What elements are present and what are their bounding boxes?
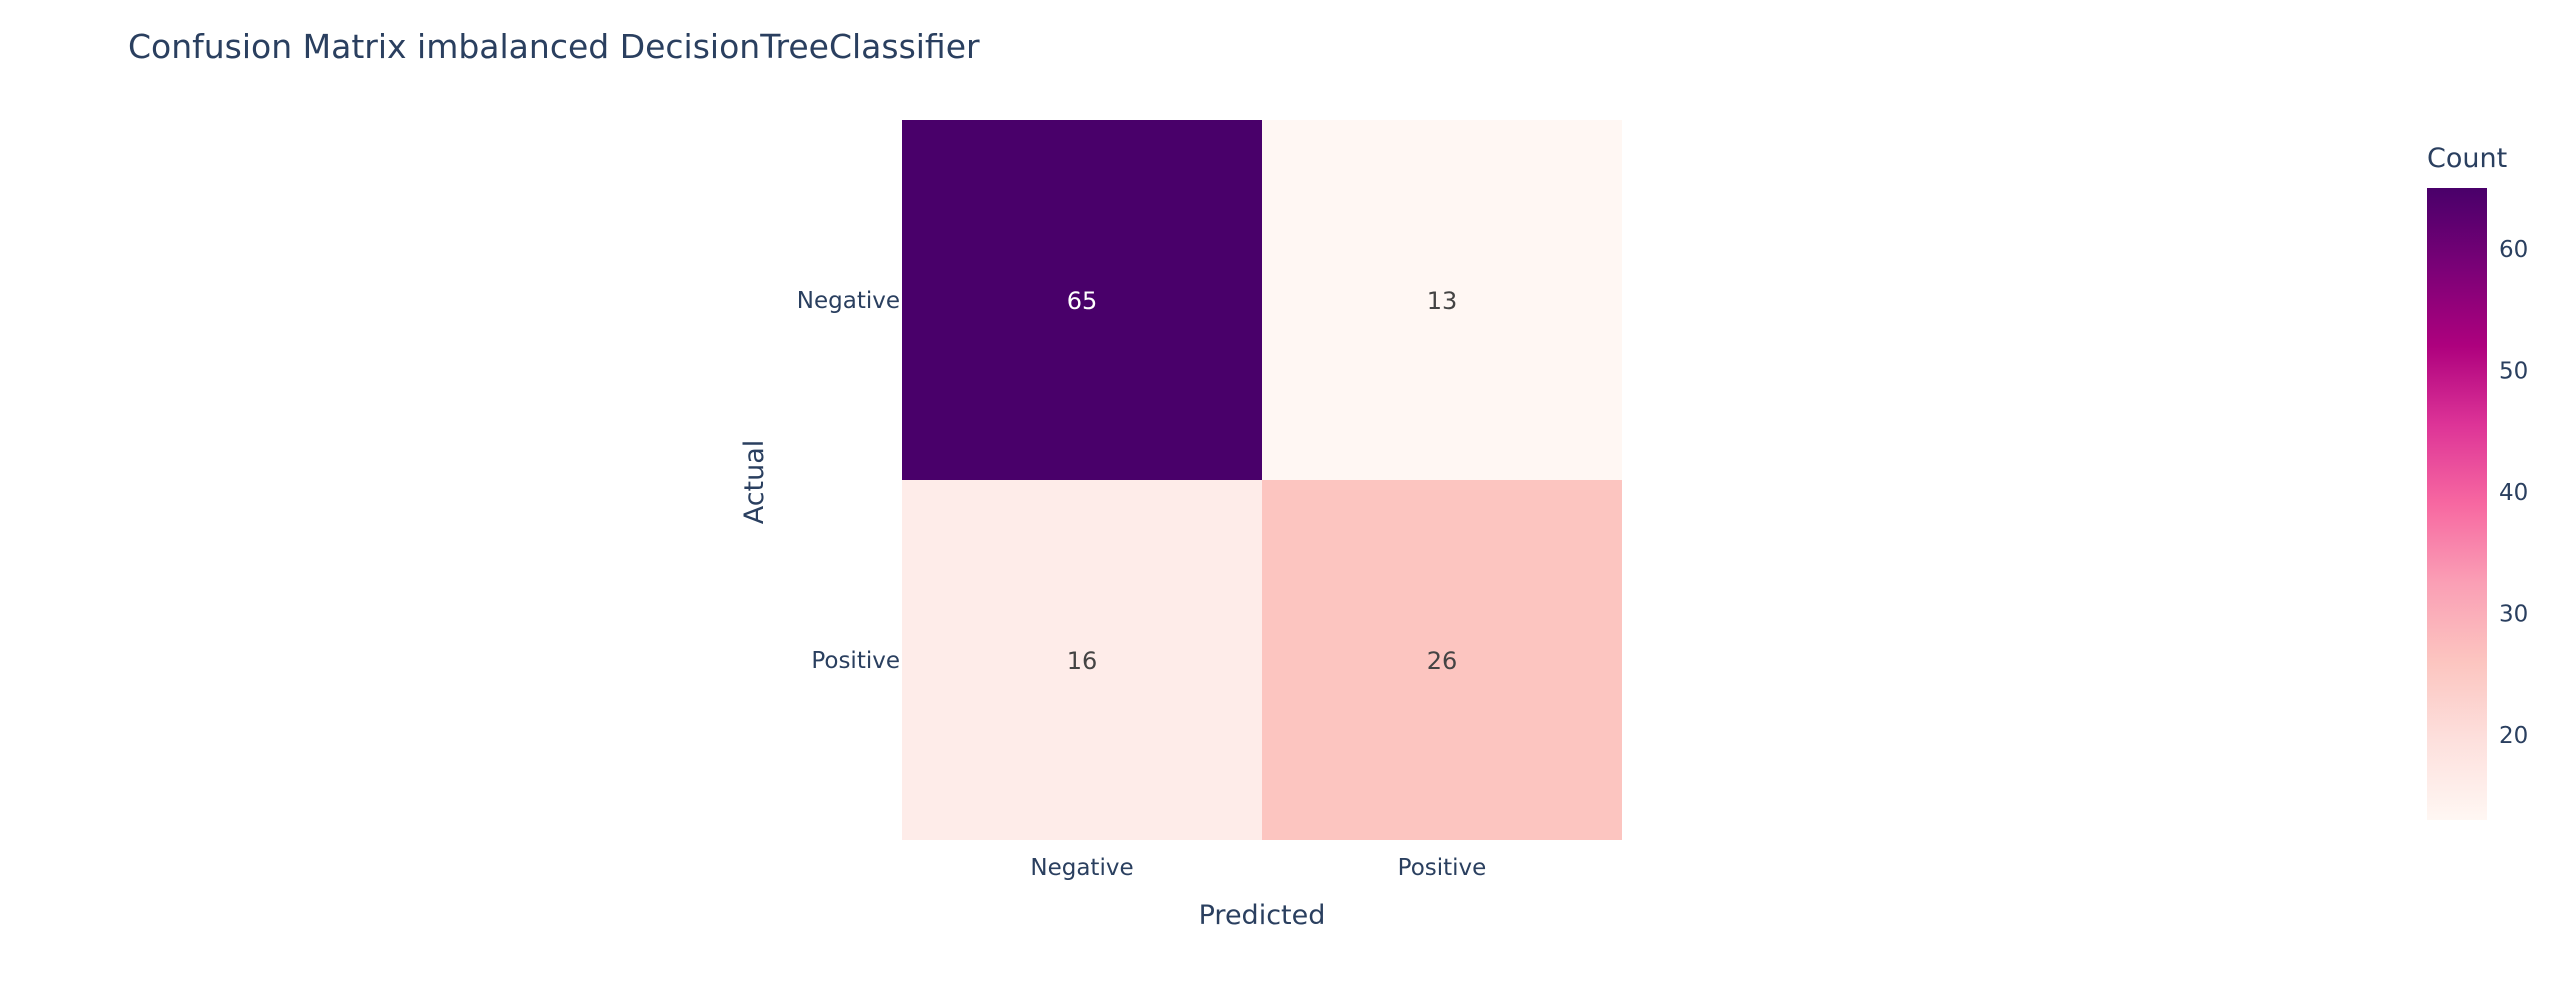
y-axis-label: Actual bbox=[739, 440, 770, 525]
heatmap-cell-value: 13 bbox=[1427, 287, 1458, 315]
heatmap-cell bbox=[902, 480, 1262, 840]
heatmap-cells bbox=[902, 120, 1622, 840]
heatmap-cell bbox=[902, 120, 1262, 480]
colorbar-tick-label: 50 bbox=[2499, 358, 2528, 384]
colorbar-tick-label: 20 bbox=[2499, 723, 2528, 749]
y-tick-label: Positive bbox=[811, 648, 900, 674]
heatmap-cell bbox=[1262, 120, 1622, 480]
colorbar bbox=[2427, 188, 2487, 820]
x-tick-label: Negative bbox=[1030, 855, 1133, 881]
colorbar-title: Count bbox=[2427, 143, 2507, 174]
colorbar-tick-label: 60 bbox=[2499, 237, 2528, 263]
x-axis-label: Predicted bbox=[1199, 900, 1326, 931]
chart-title: Confusion Matrix imbalanced DecisionTree… bbox=[128, 27, 980, 66]
y-tick-label: Negative bbox=[797, 288, 900, 314]
colorbar-ticks: 20 30 40 50 60 bbox=[2499, 237, 2528, 749]
heatmap-cell bbox=[1262, 480, 1622, 840]
heatmap-cell-labels: 65 13 16 26 bbox=[1067, 287, 1458, 675]
x-tick-label: Positive bbox=[1398, 855, 1487, 881]
x-axis-ticks: Negative Positive bbox=[1030, 855, 1486, 881]
colorbar-tick-label: 30 bbox=[2499, 601, 2528, 627]
colorbar-tick-label: 40 bbox=[2499, 480, 2528, 506]
y-axis-ticks: Negative Positive bbox=[797, 288, 900, 674]
heatmap-cell-value: 16 bbox=[1067, 647, 1098, 675]
heatmap-cell-value: 65 bbox=[1067, 287, 1098, 315]
heatmap-cell-value: 26 bbox=[1427, 647, 1458, 675]
